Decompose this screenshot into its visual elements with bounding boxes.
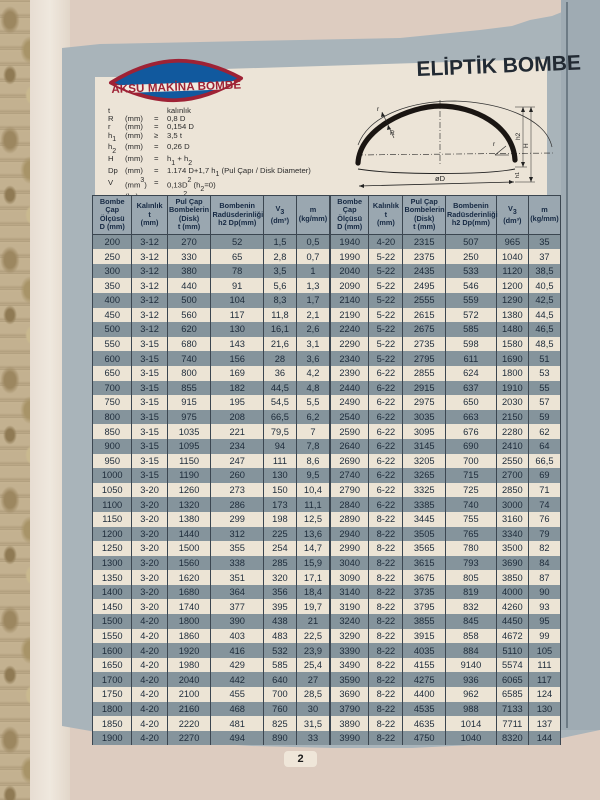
svg-text:R: R (390, 130, 395, 137)
svg-text:H: H (523, 143, 530, 148)
svg-text:h1: h1 (515, 172, 521, 178)
svg-text:r: r (493, 141, 496, 148)
svg-text:r: r (377, 106, 380, 113)
svg-text:øD: øD (435, 174, 446, 183)
svg-text:h2: h2 (515, 132, 522, 140)
